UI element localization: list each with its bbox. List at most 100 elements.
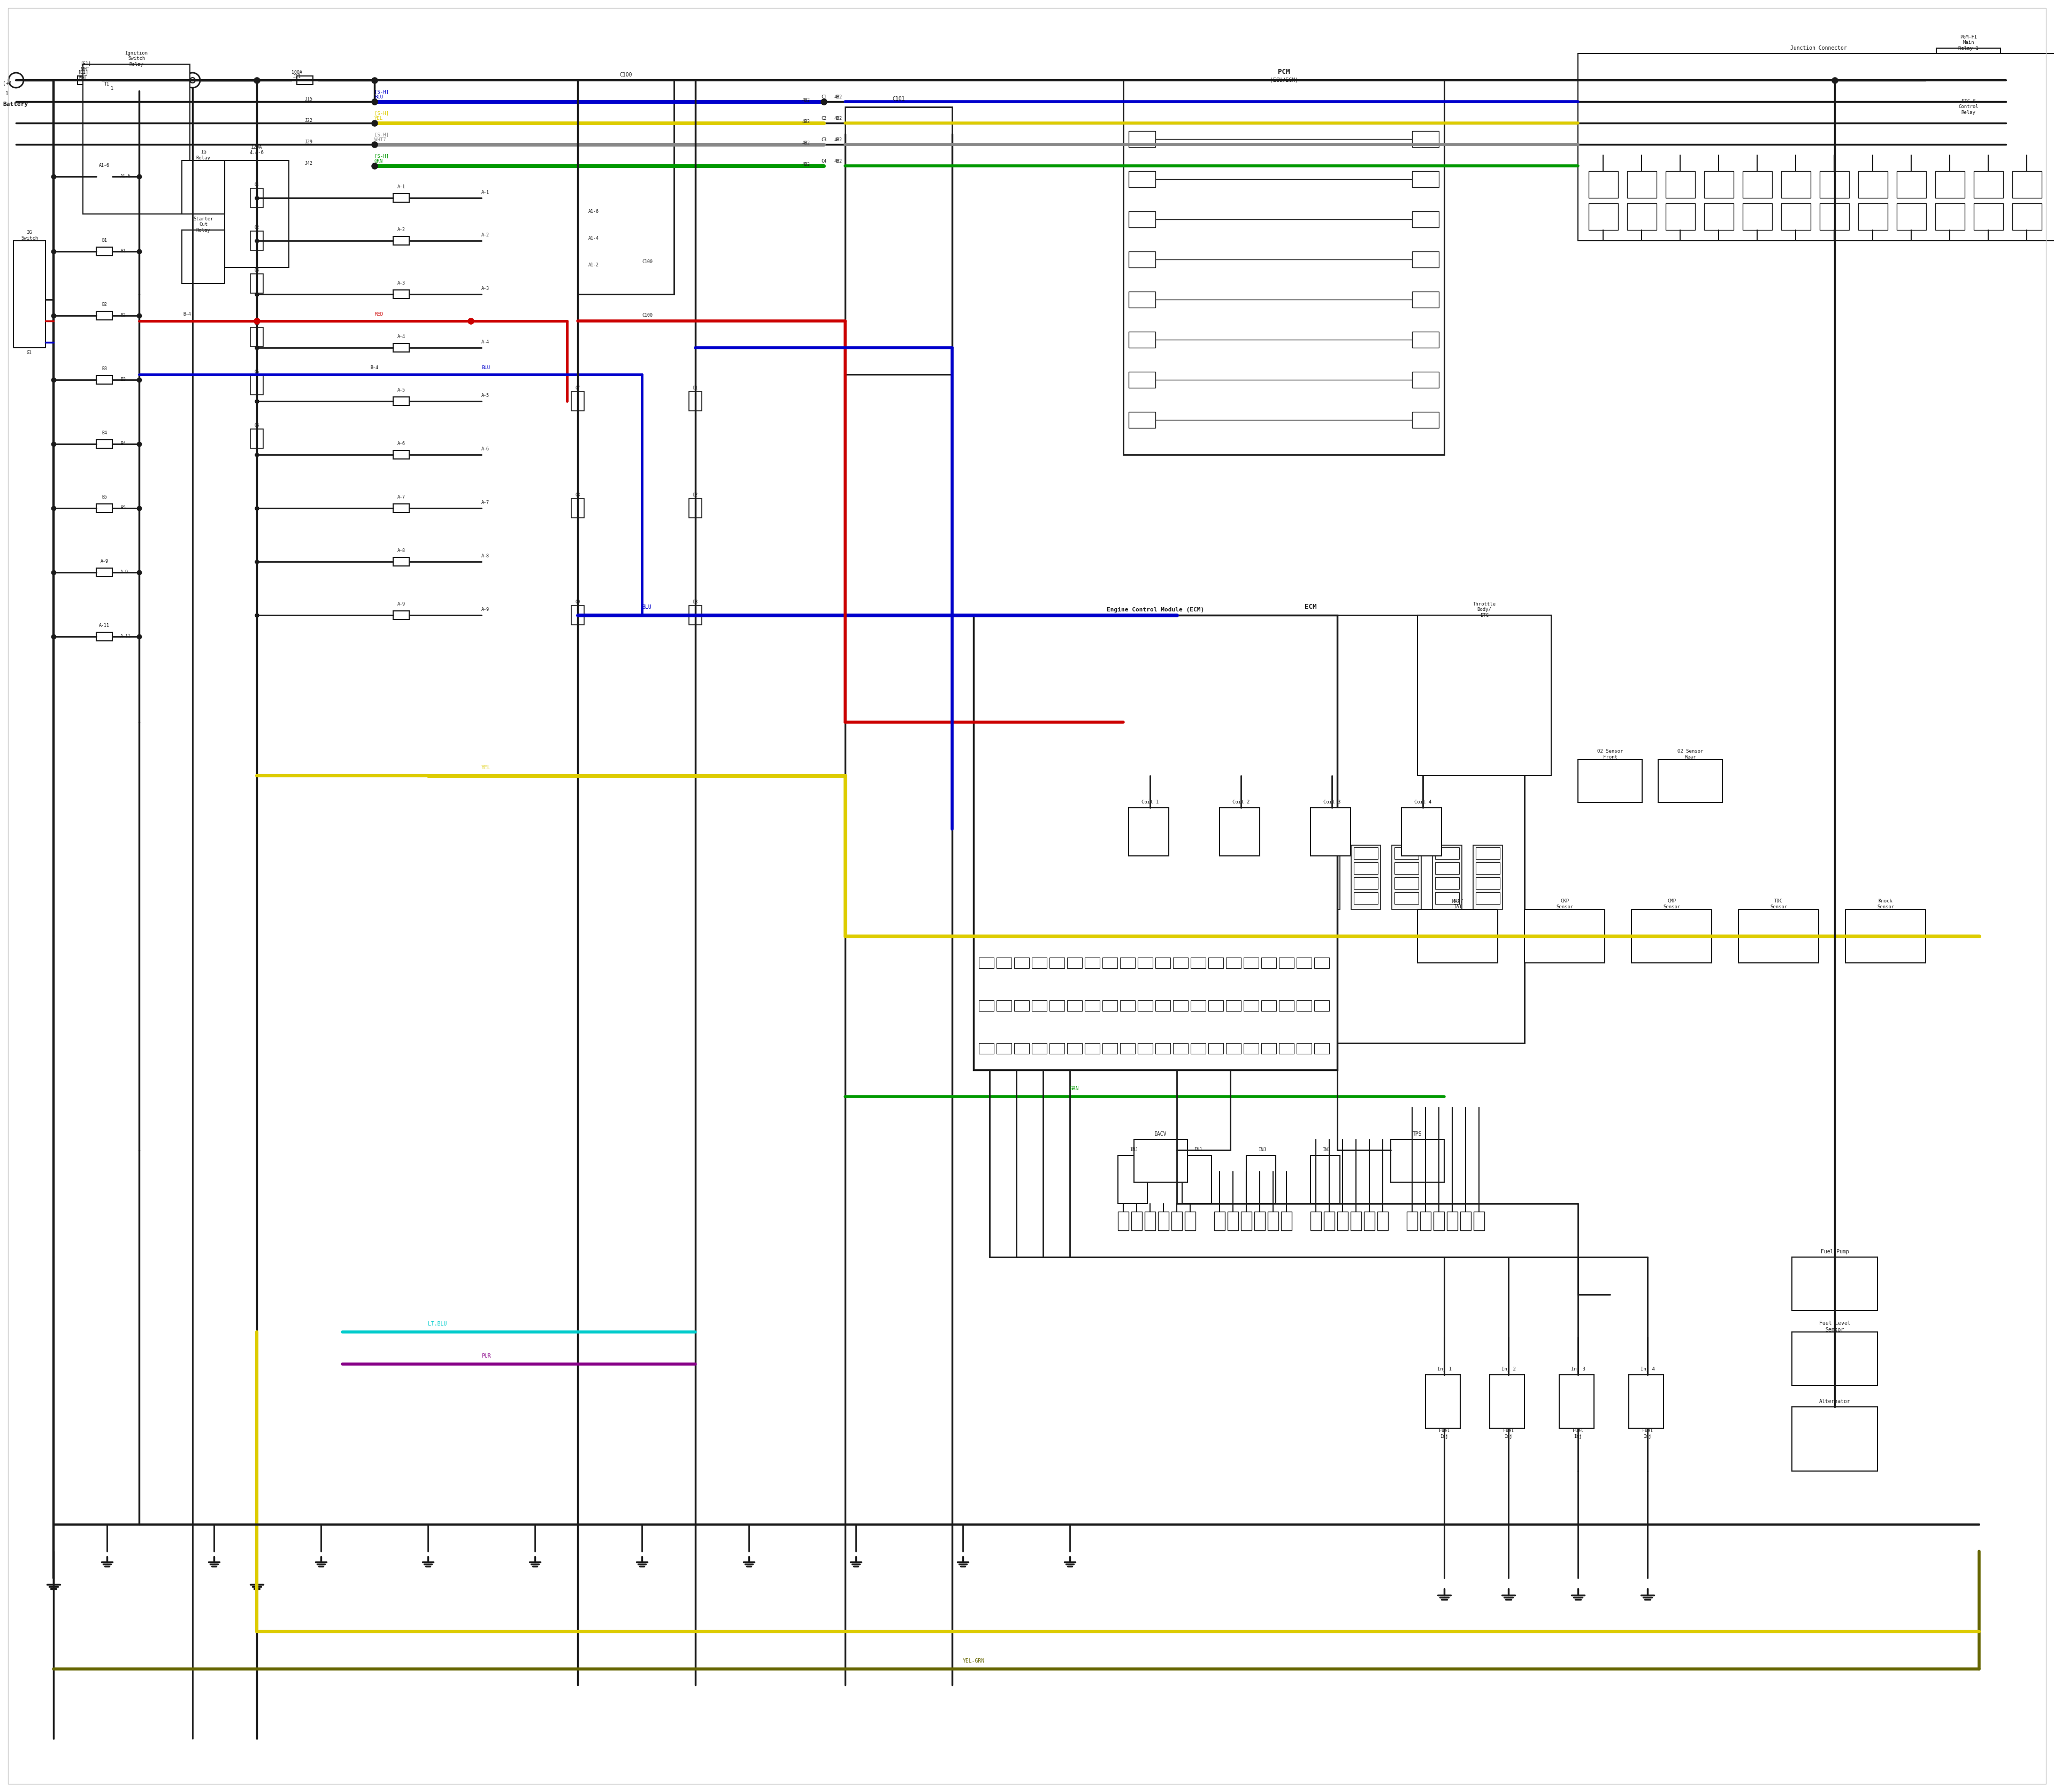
Bar xyxy=(1103,1000,1117,1011)
Text: C100: C100 xyxy=(641,314,653,317)
Bar xyxy=(1742,202,1773,229)
Bar xyxy=(1419,1211,1432,1231)
Bar xyxy=(1378,1211,1389,1231)
Bar xyxy=(1124,81,1444,455)
Bar xyxy=(1352,846,1380,909)
Bar xyxy=(1261,957,1276,968)
Text: 1: 1 xyxy=(111,86,113,91)
Text: Fuel
Inj: Fuel Inj xyxy=(1573,1428,1584,1439)
Bar xyxy=(1031,1043,1048,1054)
Bar xyxy=(1154,1043,1171,1054)
Bar xyxy=(1109,848,1134,858)
Bar xyxy=(2013,172,2042,197)
Text: B1: B1 xyxy=(121,249,125,254)
Bar xyxy=(1395,878,1419,889)
Bar xyxy=(1128,211,1154,228)
Text: C100: C100 xyxy=(620,72,633,77)
Bar xyxy=(1173,957,1187,968)
Text: A-11: A-11 xyxy=(121,634,131,640)
Bar xyxy=(1310,846,1339,909)
Bar xyxy=(1243,1043,1259,1054)
Text: YEL-GRN: YEL-GRN xyxy=(963,1658,984,1663)
Text: A-9: A-9 xyxy=(396,602,405,607)
Bar xyxy=(1226,1000,1241,1011)
Bar xyxy=(1232,878,1255,889)
Text: Junction Connector: Junction Connector xyxy=(1791,45,1847,50)
Bar xyxy=(1315,1000,1329,1011)
Bar xyxy=(1310,1211,1321,1231)
Bar xyxy=(1436,848,1458,858)
Bar xyxy=(78,75,94,84)
Text: C4: C4 xyxy=(822,159,826,163)
Bar xyxy=(1150,892,1175,903)
Text: A-9: A-9 xyxy=(481,607,489,613)
Text: A-8: A-8 xyxy=(396,548,405,554)
Bar xyxy=(1267,1211,1278,1231)
Text: D2: D2 xyxy=(692,493,698,496)
Bar xyxy=(1742,172,1773,197)
Text: IG
Switch: IG Switch xyxy=(21,229,39,240)
Bar xyxy=(1050,1043,1064,1054)
Text: C7: C7 xyxy=(575,385,579,391)
Text: [S-H]: [S-H] xyxy=(374,90,388,95)
Bar xyxy=(1413,292,1440,308)
Text: J21: J21 xyxy=(294,73,300,79)
Text: 4B2: 4B2 xyxy=(803,140,811,145)
Bar xyxy=(1117,1156,1148,1204)
Bar xyxy=(1117,1211,1128,1231)
Text: LT.BLU: LT.BLU xyxy=(427,1321,448,1326)
Text: IG
Relay: IG Relay xyxy=(195,151,210,159)
Bar xyxy=(1432,846,1462,909)
Bar xyxy=(1185,1211,1195,1231)
Bar xyxy=(1191,957,1206,968)
Text: C1: C1 xyxy=(822,95,826,100)
Bar xyxy=(1417,909,1497,962)
Bar xyxy=(2013,202,2042,229)
Bar xyxy=(1261,1043,1276,1054)
Bar xyxy=(844,108,953,375)
Bar xyxy=(1269,846,1300,909)
Bar xyxy=(1354,878,1378,889)
Bar xyxy=(1273,892,1296,903)
Text: Fuel Level
Sensor: Fuel Level Sensor xyxy=(1820,1321,1851,1333)
Bar xyxy=(1413,332,1440,348)
Bar xyxy=(1068,1043,1082,1054)
Bar xyxy=(1313,848,1337,858)
Text: A-1: A-1 xyxy=(481,190,489,195)
Bar xyxy=(1588,202,1619,229)
Bar xyxy=(1791,1256,1877,1310)
Text: MAP/
IAT: MAP/ IAT xyxy=(1452,900,1462,909)
Text: A-9: A-9 xyxy=(101,559,109,564)
Bar xyxy=(1473,1211,1485,1231)
Bar xyxy=(1460,1211,1471,1231)
Text: [S-H]: [S-H] xyxy=(374,133,388,138)
Text: D1: D1 xyxy=(692,385,698,391)
Text: A-3: A-3 xyxy=(396,281,405,285)
Bar xyxy=(1937,48,2001,91)
Bar xyxy=(1791,1407,1877,1471)
Bar xyxy=(1627,202,1658,229)
Text: (+): (+) xyxy=(2,81,12,86)
Bar xyxy=(1191,848,1216,858)
Text: 4B2: 4B2 xyxy=(834,116,842,122)
Bar xyxy=(1280,957,1294,968)
Bar xyxy=(1085,957,1099,968)
Bar xyxy=(1859,202,1888,229)
Text: B5: B5 xyxy=(101,495,107,500)
Bar xyxy=(1436,862,1458,874)
Bar xyxy=(392,290,409,299)
Bar xyxy=(1243,1000,1259,1011)
Text: B3: B3 xyxy=(101,366,107,371)
Text: A1-6: A1-6 xyxy=(121,174,131,179)
Bar xyxy=(1974,202,2003,229)
Bar xyxy=(1214,1211,1224,1231)
Bar xyxy=(1050,1000,1064,1011)
Bar xyxy=(1132,1211,1142,1231)
Bar xyxy=(1705,172,1734,197)
Text: A-4: A-4 xyxy=(481,340,489,344)
Bar xyxy=(1280,1000,1294,1011)
Bar xyxy=(1310,808,1352,857)
Bar xyxy=(1128,371,1154,387)
Bar xyxy=(1313,862,1337,874)
Bar xyxy=(1296,1000,1313,1011)
